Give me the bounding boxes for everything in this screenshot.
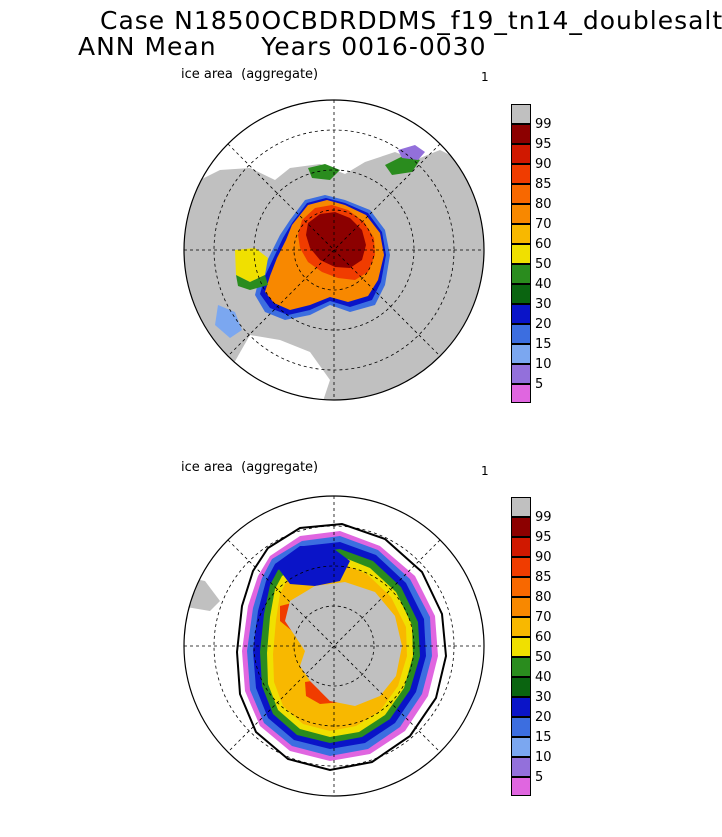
period-title: ANN Mean Years 0016-0030 bbox=[78, 32, 487, 61]
colorbar-swatch-70 bbox=[511, 617, 531, 637]
ice-okhotsk-purple bbox=[398, 145, 425, 160]
colorbar-tick: 80 bbox=[535, 197, 552, 212]
colorbar-tick: 20 bbox=[535, 710, 552, 725]
ice-weddell bbox=[275, 546, 350, 586]
colorbar-tick: 60 bbox=[535, 630, 552, 645]
colorbar-tick: 10 bbox=[535, 357, 552, 372]
ice-hudson bbox=[235, 248, 268, 282]
ice-darkred bbox=[306, 212, 366, 268]
colorbar-swatch-85 bbox=[511, 577, 531, 597]
colorbar-swatch-70 bbox=[511, 224, 531, 244]
colorbar-north: 99 95 90 85 80 70 60 50 40 30 20 15 10 5 bbox=[511, 104, 552, 403]
colorbar-tick: 99 bbox=[535, 510, 552, 525]
colorbar-swatch-60 bbox=[511, 637, 531, 657]
colorbar-tick: 70 bbox=[535, 610, 552, 625]
land-europe bbox=[320, 305, 415, 400]
colorbar-swatch-15 bbox=[511, 344, 531, 364]
panel-label-north: ice area (aggregate) bbox=[181, 67, 319, 82]
colorbar-swatch-20 bbox=[511, 324, 531, 344]
colorbar-tick: 99 bbox=[535, 117, 552, 132]
colorbar-tick: 50 bbox=[535, 650, 552, 665]
colorbar-swatch-90 bbox=[511, 557, 531, 577]
colorbar-swatch-40 bbox=[511, 677, 531, 697]
arctic-map bbox=[183, 99, 485, 401]
land-antarctica bbox=[285, 582, 402, 706]
colorbar-swatch-10 bbox=[511, 364, 531, 384]
colorbar-swatch-60 bbox=[511, 244, 531, 264]
colorbar-tick: 85 bbox=[535, 177, 552, 192]
colorbar-tick: 30 bbox=[535, 297, 552, 312]
colorbar-swatch-95 bbox=[511, 537, 531, 557]
colorbar-tick: 5 bbox=[535, 377, 544, 392]
colorbar-tick: 80 bbox=[535, 590, 552, 605]
colorbar-swatch-5 bbox=[511, 384, 531, 403]
colorbar-swatch-95 bbox=[511, 144, 531, 164]
case-title: Case N1850OCBDRDDMS_f19_tn14_doublesalt bbox=[100, 6, 722, 35]
ice-okhotsk bbox=[385, 155, 420, 175]
colorbar-swatch-50 bbox=[511, 657, 531, 677]
colorbar-tick: 40 bbox=[535, 277, 552, 292]
colorbar-tick: 70 bbox=[535, 217, 552, 232]
sea-ice-north bbox=[215, 145, 425, 338]
colorbar-swatch-80 bbox=[511, 204, 531, 224]
colorbar-tick: 50 bbox=[535, 257, 552, 272]
colorbar-cap-north bbox=[511, 104, 531, 124]
ice-labrador bbox=[215, 305, 242, 338]
colorbar-south: 99 95 90 85 80 70 60 50 40 30 20 15 10 5 bbox=[511, 497, 552, 796]
colorbar-swatch-30 bbox=[511, 697, 531, 717]
ice-edge-contour bbox=[235, 522, 448, 772]
colorbar-tick: 10 bbox=[535, 750, 552, 765]
colorbar-swatch-99 bbox=[511, 124, 531, 144]
panel-number-north: 1 bbox=[481, 70, 489, 84]
colorbar-swatch-85 bbox=[511, 184, 531, 204]
colorbar-tick: 90 bbox=[535, 157, 552, 172]
colorbar-tick: 30 bbox=[535, 690, 552, 705]
colorbar-tick: 40 bbox=[535, 670, 552, 685]
land-north-america bbox=[184, 210, 280, 340]
panel-number-south: 1 bbox=[481, 464, 489, 478]
colorbar-tick: 95 bbox=[535, 137, 552, 152]
colorbar-swatch-99 bbox=[511, 517, 531, 537]
colorbar-swatch-5 bbox=[511, 777, 531, 796]
colorbar-tick: 20 bbox=[535, 317, 552, 332]
colorbar-swatch-20 bbox=[511, 717, 531, 737]
graticule-south bbox=[184, 496, 484, 796]
antarctic-map bbox=[183, 495, 485, 797]
ice-bering bbox=[308, 164, 340, 180]
colorbar-swatch-90 bbox=[511, 164, 531, 184]
graticule-north bbox=[184, 100, 484, 400]
colorbar-tick: 90 bbox=[535, 550, 552, 565]
colorbar-cap-south bbox=[511, 497, 531, 517]
colorbar-swatch-40 bbox=[511, 284, 531, 304]
colorbar-swatch-30 bbox=[511, 304, 531, 324]
colorbar-tick: 15 bbox=[535, 730, 552, 745]
colorbar-tick: 15 bbox=[535, 337, 552, 352]
colorbar-tick: 95 bbox=[535, 530, 552, 545]
colorbar-swatch-80 bbox=[511, 597, 531, 617]
colorbar-tick: 85 bbox=[535, 570, 552, 585]
colorbar-tick: 60 bbox=[535, 237, 552, 252]
ice-hudson-green bbox=[236, 275, 268, 290]
colorbar-swatch-50 bbox=[511, 264, 531, 284]
colorbar-swatch-15 bbox=[511, 737, 531, 757]
colorbar-swatch-10 bbox=[511, 757, 531, 777]
colorbar-tick: 5 bbox=[535, 770, 544, 785]
panel-label-south: ice area (aggregate) bbox=[181, 460, 319, 475]
